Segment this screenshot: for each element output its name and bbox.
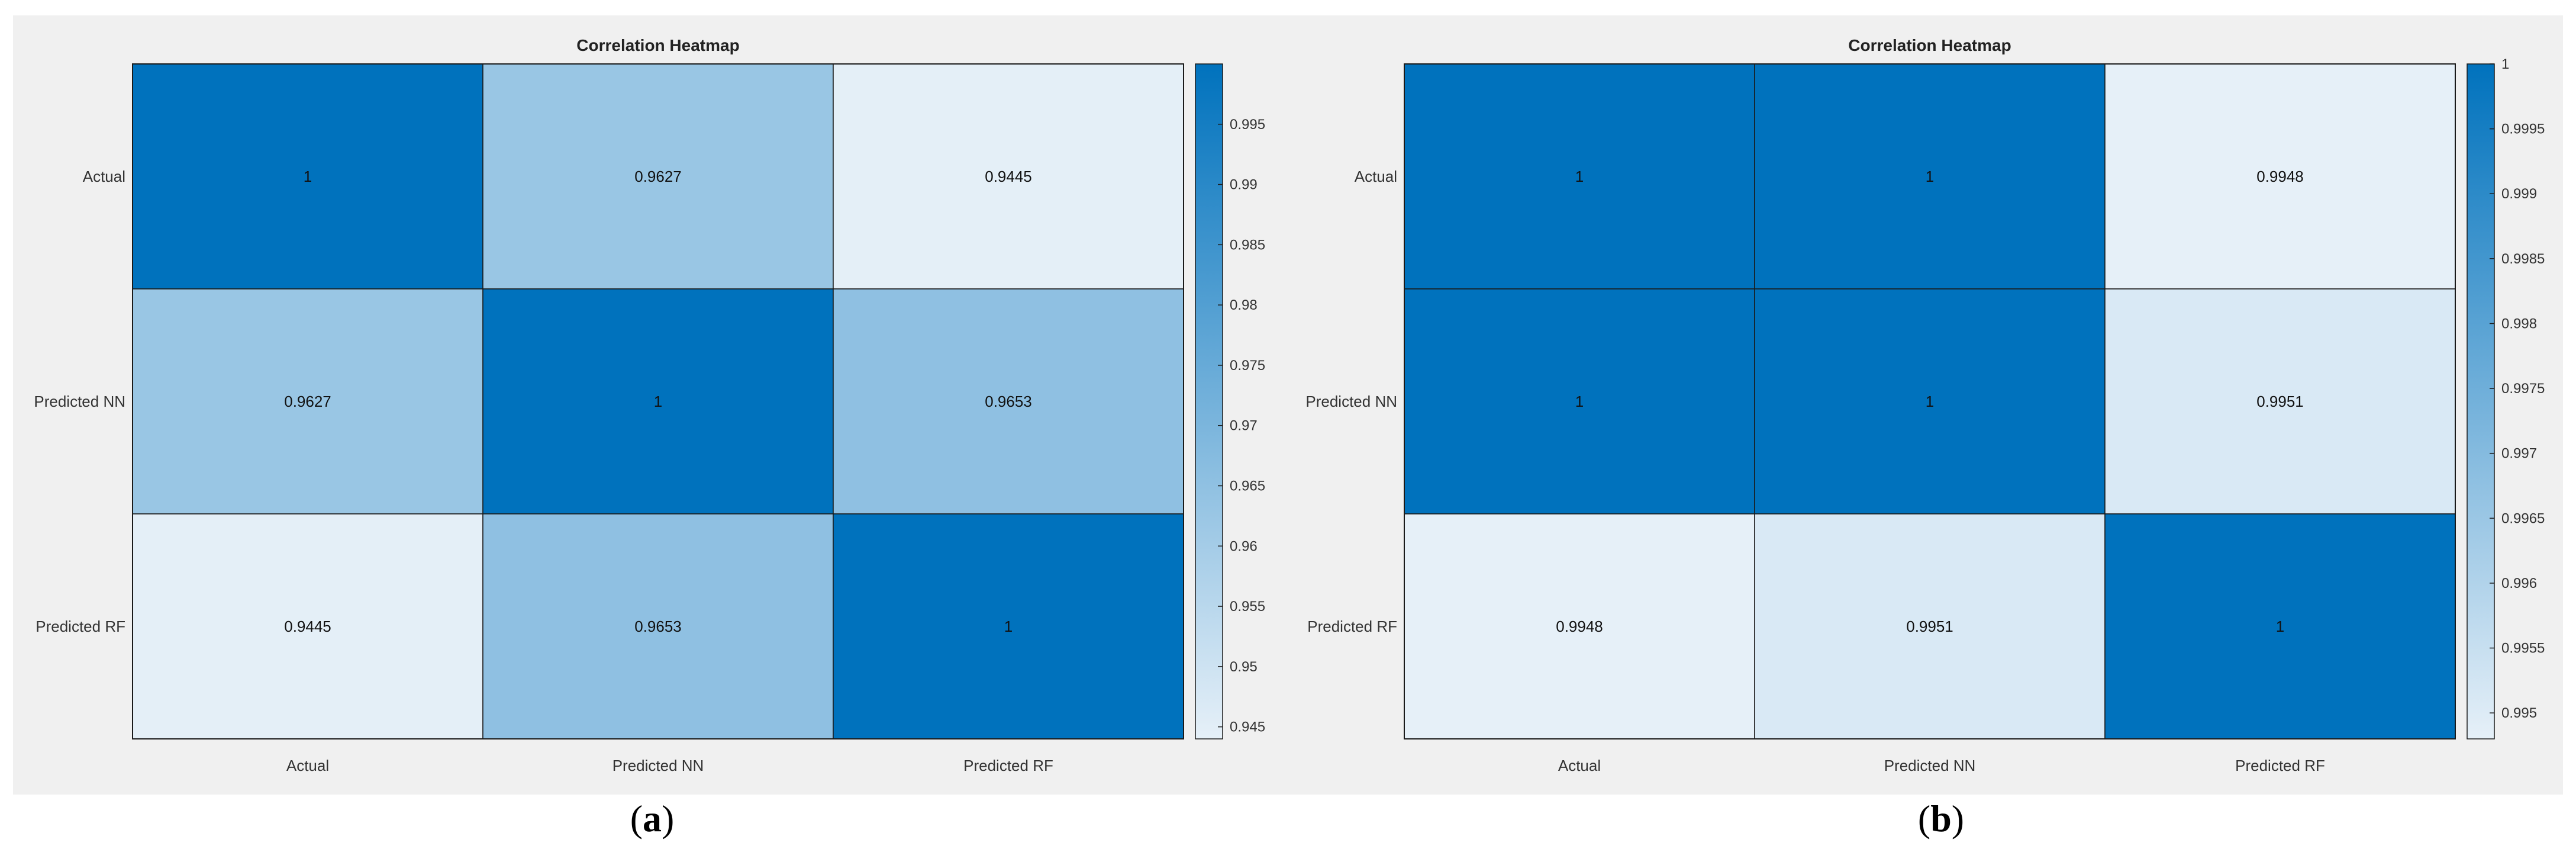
hm0-colorbar-tick-label-0: 0.945 [1230,719,1265,735]
hm1-y-tick-label-0: Actual [1355,168,1397,185]
hm1-title: Correlation Heatmap [1848,36,2011,54]
hm0-colorbar-tick-label-2: 0.955 [1230,599,1265,615]
hm0-cell-label-r0-c1: 0.9627 [634,168,682,185]
caption-a: (a) [593,797,711,841]
hm1-y-tick-label-1: Predicted NN [1305,393,1397,410]
hm1-plot-frame [1404,63,2456,739]
hm0-cell-r1-c0 [132,288,483,515]
hm0-colorbar-tick-label-5: 0.97 [1230,418,1258,434]
hm0-cell-r2-c2 [833,513,1184,739]
heatmap-a-svg: Correlation Heatmap 1 0.9627 0.9445 0.9627 1 0… [34,36,1265,774]
hm0-cell-r0-c0 [132,63,483,290]
hm0-colorbar-tick-label-1: 0.95 [1230,659,1258,675]
hm0-colorbar [1195,63,1223,739]
hm0-cell-r2-c0 [132,513,483,739]
caption-a-close: ) [662,798,675,840]
hm1-colorbar-tick-label-2: 0.996 [2501,575,2537,591]
hm1-colorbar-tick-label-7: 0.9985 [2501,251,2545,267]
hm0-cell-label-r0-c2: 0.9445 [985,168,1032,185]
hm0-title: Correlation Heatmap [576,36,739,54]
hm0-cell-r1-c2 [833,288,1184,515]
hm0-colorbar-tick-label-4: 0.965 [1230,478,1265,494]
hm0-y-tick-label-0: Actual [83,168,125,185]
caption-a-letter: a [643,798,662,840]
hm0-cell-r0-c2 [833,63,1184,290]
hm0-y-tick-label-2: Predicted RF [36,618,125,635]
hm1-colorbar-tick-label-1: 0.9955 [2501,641,2545,657]
hm0-cell-label-r2-c2: 1 [1004,618,1013,635]
hm0-plot-frame [132,63,1184,739]
hm1-cell-r2-c1 [1754,513,2106,739]
hm1-x-tick-label-0: Actual [1558,757,1601,774]
hm1-cell-label-r0-c2: 0.9948 [2256,168,2304,185]
hm0-cell-label-r1-c1: 1 [654,393,662,410]
hm1-colorbar-tick-label-8: 0.999 [2501,186,2537,202]
hm0-colorbar-tick-label-9: 0.99 [1230,177,1258,193]
caption-a-open: ( [630,798,643,840]
caption-b-open: ( [1917,798,1931,840]
hm1-cell-r1-c2 [2104,288,2456,515]
hm1-colorbar-tick-label-5: 0.9975 [2501,381,2545,397]
hm1-colorbar-tick-label-3: 0.9965 [2501,510,2545,526]
hm0-cell-label-r1-c2: 0.9653 [985,393,1032,410]
hm1-cell-r1-c1 [1754,288,2106,515]
heatmap-panel-b: Correlation Heatmap 1 1 0.9948 1 1 0.9951 0.994… [1285,15,2563,795]
hm1-y-tick-label-2: Predicted RF [1307,618,1397,635]
hm1-cell-r0-c1 [1754,63,2106,290]
hm1-cell-r2-c0 [1404,513,1755,739]
hm1-x-tick-label-2: Predicted RF [2235,757,2325,774]
caption-b-close: ) [1951,798,1965,840]
heatmap-panel-a: Correlation Heatmap 1 0.9627 0.9445 0.9627 1 0… [13,15,1291,795]
hm0-cell-label-r1-c0: 0.9627 [284,393,331,410]
hm0-colorbar-tick-label-10: 0.995 [1230,117,1265,133]
hm1-colorbar-tick-label-4: 0.997 [2501,446,2537,462]
hm1-cell-r2-c2 [2104,513,2456,739]
hm0-x-tick-label-1: Predicted NN [612,757,704,774]
caption-b: (b) [1882,797,2000,841]
hm1-cell-label-r0-c0: 1 [1575,168,1584,185]
hm0-cell-label-r0-c0: 1 [304,168,312,185]
hm0-x-tick-label-0: Actual [286,757,329,774]
hm1-cell-r0-c0 [1404,63,1755,290]
hm0-y-tick-label-1: Predicted NN [34,393,125,410]
hm0-x-tick-label-2: Predicted RF [963,757,1053,774]
hm1-cell-label-r2-c2: 1 [2276,618,2284,635]
hm0-colorbar-tick-label-6: 0.975 [1230,358,1265,374]
hm1-x-tick-label-1: Predicted NN [1884,757,1976,774]
hm1-colorbar-tick-label-0: 0.995 [2501,705,2537,721]
hm0-cell-r2-c1 [482,513,834,739]
hm1-colorbar [2467,63,2495,739]
hm0-colorbar-tick-label-3: 0.96 [1230,538,1258,554]
hm1-cell-label-r1-c0: 1 [1575,393,1584,410]
hm1-cell-label-r1-c2: 0.9951 [2256,393,2304,410]
hm1-colorbar-tick-label-10: 1 [2501,56,2509,72]
hm0-cell-label-r2-c1: 0.9653 [634,618,682,635]
hm1-colorbar-tick-label-9: 0.9995 [2501,121,2545,137]
hm0-colorbar-tick-label-7: 0.98 [1230,297,1258,313]
hm1-cell-label-r0-c1: 1 [1926,168,1934,185]
hm1-cell-label-r1-c1: 1 [1926,393,1934,410]
hm1-cell-label-r2-c0: 0.9948 [1556,618,1603,635]
hm0-colorbar-tick-label-8: 0.985 [1230,237,1265,253]
hm1-colorbar-tick-label-6: 0.998 [2501,316,2537,332]
caption-b-letter: b [1930,798,1952,840]
hm1-cell-label-r2-c1: 0.9951 [1906,618,1953,635]
hm0-cell-label-r2-c0: 0.9445 [284,618,331,635]
